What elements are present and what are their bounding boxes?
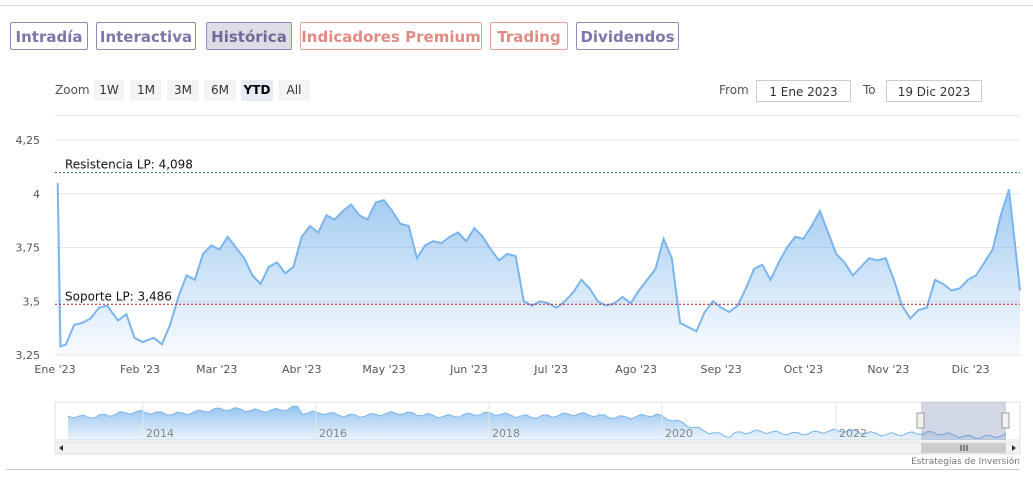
- tab-dividendos[interactable]: Dividendos: [576, 22, 679, 50]
- zoom-1m-button[interactable]: 1M: [130, 80, 162, 101]
- x-tick-label: Dic '23: [952, 363, 990, 376]
- navigator-tick-label: 2016: [319, 427, 347, 440]
- tab-interactiva[interactable]: Interactiva: [96, 22, 196, 50]
- x-axis: Ene '23 Feb '23 Mar '23 Abr '23 May '23 Jun '…: [34, 363, 989, 376]
- to-date-input[interactable]: 19 Dic 2023: [886, 80, 982, 102]
- zoom-all-button[interactable]: All: [278, 80, 310, 101]
- tab-indicadores-premium[interactable]: Indicadores Premium: [300, 22, 482, 50]
- scroll-right-arrow-icon: [1012, 445, 1016, 451]
- x-tick-label: Jun '23: [449, 363, 488, 376]
- reference-label: Soporte LP: 3,486: [65, 289, 172, 303]
- price-line: [56, 182, 1021, 348]
- credit-text: Estrategias de Inversión: [911, 457, 1020, 467]
- y-tick-label: 4: [33, 188, 40, 201]
- navigator-line: [67, 405, 1007, 440]
- navigator-tick-label: 2022: [839, 427, 867, 440]
- navigator-left-handle: [916, 412, 925, 429]
- scrollbar-track: [54, 441, 1021, 455]
- zoom-label: Zoom: [55, 83, 90, 97]
- x-tick-label: Oct '23: [784, 363, 824, 376]
- to-label: To: [863, 83, 876, 97]
- x-tick-label: Jul '23: [533, 363, 568, 376]
- zoom-1w-button[interactable]: 1W: [94, 80, 124, 101]
- x-tick-label: May '23: [362, 363, 405, 376]
- navigator-tick-label: 2014: [146, 427, 174, 440]
- y-tick-label: 4,25: [16, 134, 41, 147]
- y-tick-label: 3,5: [23, 295, 41, 308]
- reference-lines: Resistencia LP: 4,098 Soporte LP: 3,486: [55, 158, 1020, 305]
- navigator-selection: [921, 402, 1006, 440]
- top-border: [0, 5, 1033, 6]
- x-tick-label: Ene '23: [34, 363, 75, 376]
- y-axis: 3,25 3,5 3,75 4 4,25: [16, 134, 41, 362]
- tab-intradia[interactable]: Intradía: [10, 22, 88, 50]
- navigator-tick-label: 2020: [665, 427, 693, 440]
- scroll-left-arrow-icon: [59, 445, 63, 451]
- x-tick-label: Nov '23: [867, 363, 909, 376]
- x-tick-label: Sep '23: [701, 363, 742, 376]
- from-date-input[interactable]: 1 Ene 2023: [756, 80, 851, 102]
- navigator-tick-label: 2018: [492, 427, 520, 440]
- tab-historica[interactable]: Histórica: [206, 22, 292, 50]
- zoom-6m-button[interactable]: 6M: [204, 80, 236, 101]
- range-separator: [55, 115, 1020, 116]
- x-tick-label: Feb '23: [120, 363, 160, 376]
- y-tick-label: 3,25: [16, 349, 41, 362]
- navigator-right-handle: [1001, 412, 1010, 429]
- x-tick-label: Abr '23: [282, 363, 322, 376]
- zoom-3m-button[interactable]: 3M: [167, 80, 199, 101]
- price-area: [57, 183, 1020, 355]
- tab-trading[interactable]: Trading: [490, 22, 568, 50]
- y-tick-label: 3,75: [16, 242, 41, 255]
- bottom-border: [6, 469, 1020, 470]
- x-tick-label: Ago '23: [615, 363, 657, 376]
- reference-label: Resistencia LP: 4,098: [65, 158, 193, 172]
- from-label: From: [719, 83, 749, 97]
- zoom-ytd-button[interactable]: YTD: [241, 80, 273, 101]
- x-tick-label: Mar '23: [196, 363, 237, 376]
- navigator[interactable]: 2014 2016 2018 2020 2022: [54, 401, 1021, 455]
